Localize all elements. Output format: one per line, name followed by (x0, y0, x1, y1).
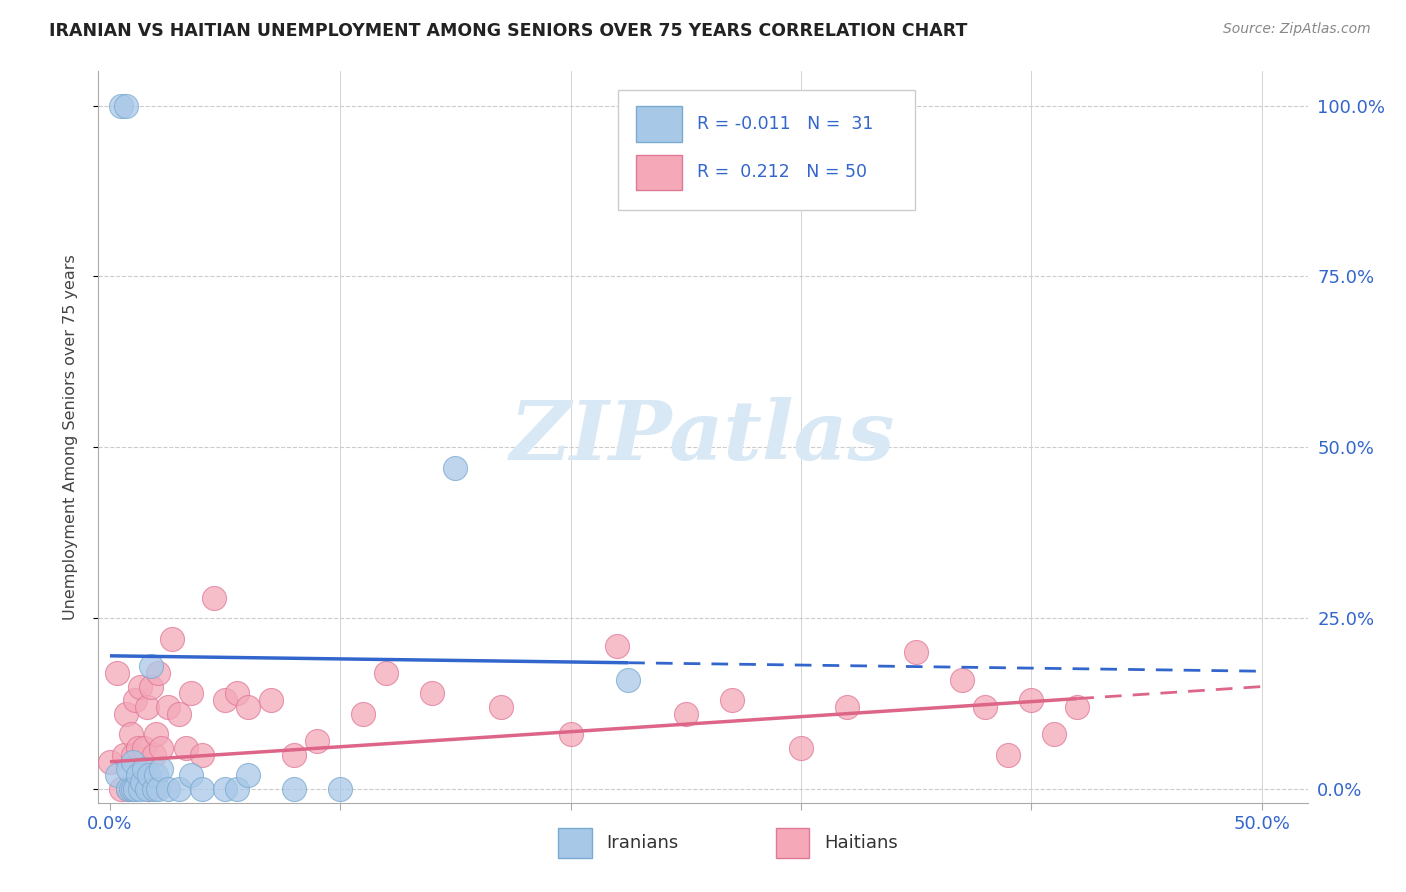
Point (180, 686, 202, 700)
Point (141, 659, 163, 673)
Point (606, 639, 628, 653)
Point (167, 706, 190, 721)
Point (124, 693, 146, 707)
FancyBboxPatch shape (558, 829, 592, 858)
Point (560, 727, 582, 741)
Point (122, 747, 145, 762)
FancyBboxPatch shape (776, 829, 810, 858)
Point (835, 700, 858, 714)
Point (134, 762, 156, 776)
Text: R = -0.011   N =  31: R = -0.011 N = 31 (697, 115, 873, 133)
Point (138, 768, 160, 782)
Text: Haitians: Haitians (824, 834, 897, 852)
Text: IRANIAN VS HAITIAN UNEMPLOYMENT AMONG SENIORS OVER 75 YEARS CORRELATION CHART: IRANIAN VS HAITIAN UNEMPLOYMENT AMONG SE… (49, 22, 967, 40)
Point (120, 782, 142, 797)
Point (98, 755, 121, 769)
Point (191, 782, 214, 797)
Point (127, 768, 149, 782)
Point (120, 727, 142, 741)
Point (128, 782, 150, 797)
Point (375, 665, 398, 680)
Point (160, 632, 183, 646)
Point (128, 680, 150, 694)
Point (117, 782, 139, 797)
Point (145, 768, 167, 782)
Point (236, 768, 259, 782)
Point (141, 680, 163, 694)
Point (307, 734, 329, 748)
Text: R =  0.212   N = 50: R = 0.212 N = 50 (697, 163, 868, 181)
Point (156, 700, 179, 714)
Point (110, 782, 132, 797)
Point (131, 775, 153, 789)
Point (225, 782, 247, 797)
Point (191, 747, 214, 762)
Point (974, 700, 997, 714)
Point (1066, 700, 1088, 714)
Text: Iranians: Iranians (606, 834, 679, 852)
Point (134, 741, 156, 756)
Point (225, 686, 247, 700)
Point (115, 98, 138, 112)
Point (148, 782, 170, 797)
Point (117, 762, 139, 776)
Point (283, 747, 305, 762)
Point (122, 755, 145, 769)
Point (142, 747, 165, 762)
Point (112, 747, 135, 762)
Text: ZIPatlas: ZIPatlas (510, 397, 896, 477)
Point (997, 747, 1019, 762)
Point (1019, 693, 1042, 707)
Y-axis label: Unemployment Among Seniors over 75 years: Unemployment Among Seniors over 75 years (63, 254, 77, 620)
Point (950, 673, 973, 687)
Point (790, 741, 813, 756)
Point (135, 700, 157, 714)
Point (260, 693, 283, 707)
Point (142, 782, 165, 797)
Point (236, 700, 259, 714)
Point (444, 460, 467, 475)
Point (115, 706, 138, 721)
FancyBboxPatch shape (637, 106, 682, 142)
Point (135, 782, 157, 797)
Point (202, 591, 225, 605)
Point (138, 782, 160, 797)
FancyBboxPatch shape (619, 90, 915, 211)
Point (214, 782, 236, 797)
Point (148, 665, 170, 680)
Point (117, 782, 139, 797)
Point (180, 768, 202, 782)
Point (352, 706, 374, 721)
Point (110, 98, 132, 112)
Point (1043, 727, 1066, 741)
Point (145, 727, 167, 741)
Point (149, 762, 172, 776)
Point (422, 686, 444, 700)
Point (283, 782, 305, 797)
Point (127, 741, 149, 756)
Point (675, 706, 697, 721)
FancyBboxPatch shape (637, 154, 682, 190)
Point (122, 782, 145, 797)
Point (124, 782, 146, 797)
Point (905, 645, 928, 659)
Text: Source: ZipAtlas.com: Source: ZipAtlas.com (1223, 22, 1371, 37)
Point (105, 665, 128, 680)
Point (174, 741, 197, 756)
Point (105, 768, 128, 782)
Point (156, 782, 179, 797)
Point (214, 693, 236, 707)
Point (491, 700, 513, 714)
Point (131, 762, 153, 776)
Point (720, 693, 742, 707)
Point (149, 741, 172, 756)
Point (329, 782, 352, 797)
Point (617, 673, 640, 687)
Point (167, 782, 190, 797)
